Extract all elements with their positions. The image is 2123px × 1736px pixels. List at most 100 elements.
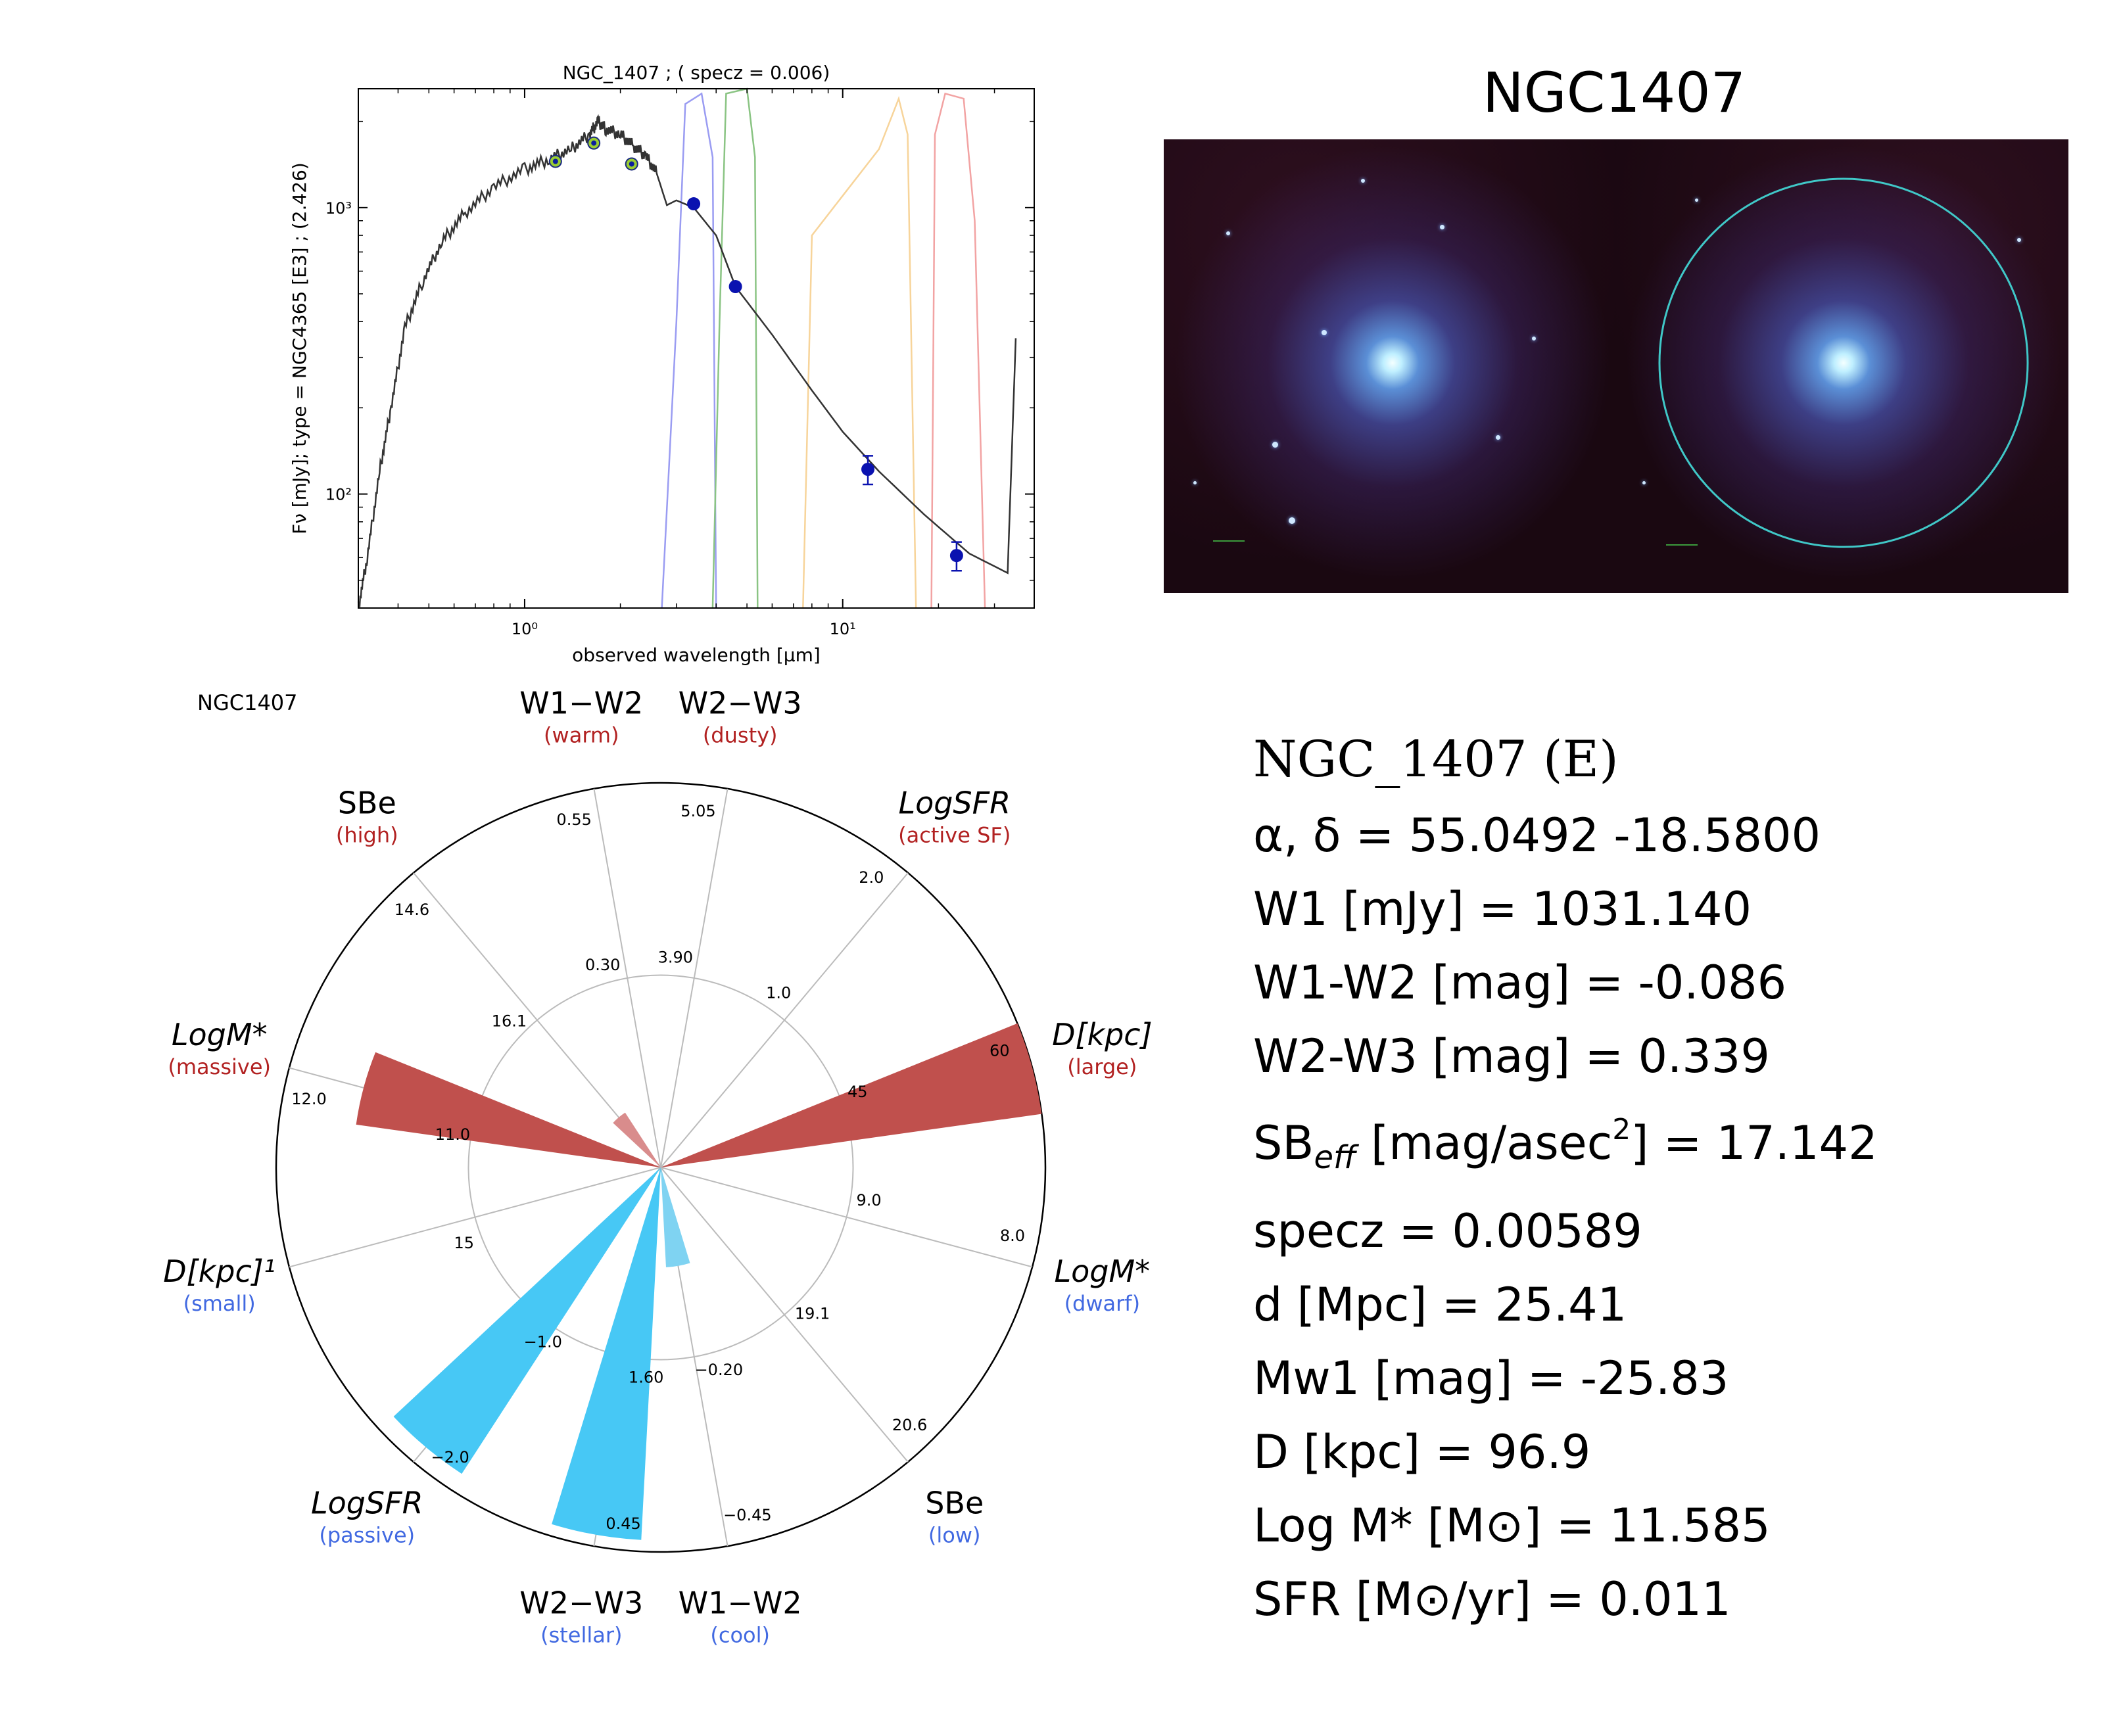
radar-axis-sublabel: (passive) <box>319 1522 415 1547</box>
radar-axis-sublabel: (cool) <box>710 1622 770 1647</box>
radar-axis-sublabel: (warm) <box>544 723 619 748</box>
radar-spoke <box>660 872 909 1168</box>
x-tick-label: 10¹ <box>830 620 856 638</box>
galaxy-image-left <box>1164 139 1616 593</box>
radar-spoke <box>660 788 728 1168</box>
radar-bar <box>613 1112 661 1167</box>
aperture-circle <box>1658 177 2029 548</box>
radar-spoke <box>593 788 661 1168</box>
info-radec: α, δ = 55.0492 -18.5800 <box>1253 809 1821 862</box>
sed-chart-title: NGC_1407 ; ( specz = 0.006) <box>563 62 830 83</box>
radar-outer-tick: 8.0 <box>1000 1227 1025 1245</box>
radar-outer-tick: 0.45 <box>606 1514 640 1533</box>
photometry-point <box>687 197 701 211</box>
radar-axis-sublabel: (large) <box>1067 1054 1137 1079</box>
radar-axis-sublabel: (dusty) <box>703 723 778 748</box>
radar-inner-tick: 0.30 <box>585 956 620 974</box>
info-specz: specz = 0.00589 <box>1253 1204 1642 1258</box>
scale-bar-left <box>1213 540 1245 542</box>
x-tick-label: 10⁰ <box>512 620 538 638</box>
radar-inner-tick: 45 <box>847 1083 868 1101</box>
photometry-point <box>728 279 742 293</box>
radar-spoke <box>289 1167 661 1268</box>
photometry-point-core <box>629 161 634 167</box>
radar-inner-tick: 1.60 <box>629 1369 663 1387</box>
sed-y-axis-label: Fν [mJy]; type = NGC4365 [E3] ; (2.426) <box>289 162 310 534</box>
info-diameter: D [kpc] = 96.9 <box>1253 1425 1591 1479</box>
galaxy-image-panel <box>1164 139 2068 593</box>
radar-axis-label: W2−W3 <box>519 1585 643 1620</box>
radar-axis-label: W2−W3 <box>679 686 802 721</box>
radar-axis-label: W1−W2 <box>679 1585 802 1620</box>
radar-axis-label: SBe <box>925 1485 984 1520</box>
radar-bar <box>552 1167 661 1540</box>
radar-inner-tick: 16.1 <box>492 1012 527 1030</box>
scale-bar-right <box>1666 544 1698 546</box>
radar-axis-label: LogM* <box>1054 1254 1150 1289</box>
radar-inner-tick: −1.0 <box>524 1333 562 1351</box>
radar-axis-label: D[kpc] <box>1052 1017 1152 1052</box>
info-w1: W1 [mJy] = 1031.140 <box>1253 882 1752 936</box>
radar-spoke <box>660 1167 1033 1268</box>
info-w1w2: W1-W2 [mag] = -0.086 <box>1253 956 1787 1010</box>
radar-bar <box>356 1052 661 1167</box>
radar-outer-tick: 12.0 <box>291 1090 326 1108</box>
radar-axis-label: LogSFR <box>311 1485 423 1520</box>
radar-axis-label: LogM* <box>172 1017 268 1052</box>
radar-axis-sublabel: (low) <box>928 1522 981 1547</box>
filter-curve-2 <box>802 95 917 609</box>
template-sed-line <box>357 114 1017 607</box>
photometry-point-core <box>552 158 558 164</box>
sed-plot-area: 10⁰ 10¹ 10² 10³ <box>325 87 1035 638</box>
radar-axis-label: LogSFR <box>898 786 1011 821</box>
image-title: NGC1407 <box>1482 60 1746 125</box>
y-tick-label: 10² <box>325 486 352 504</box>
radar-inner-tick: 1.0 <box>766 983 791 1002</box>
filter-curve-0 <box>661 92 717 609</box>
radar-axis-sublabel: (dwarf) <box>1064 1291 1140 1316</box>
radar-bar <box>393 1167 661 1474</box>
info-panel: NGC_1407 (E) α, δ = 55.0492 -18.5800 W1 … <box>1253 720 2108 1636</box>
radar-inner-tick: 15 <box>454 1234 475 1252</box>
info-sfr: SFR [M⊙/yr] = 0.011 <box>1253 1572 1731 1626</box>
radar-chart: NGC1407 0.300.55W1−W2(warm)3.905.05W2−W3… <box>163 686 1152 1648</box>
info-logmass: Log M* [M⊙] = 11.585 <box>1253 1499 1771 1553</box>
radar-inner-tick: −0.20 <box>695 1361 744 1379</box>
info-title: NGC_1407 (E) <box>1253 730 1619 788</box>
info-distance: d [Mpc] = 25.41 <box>1253 1278 1627 1332</box>
radar-inner-ring <box>467 974 854 1361</box>
filter-curve-1 <box>711 87 759 609</box>
radar-axis-label: W1−W2 <box>519 686 643 721</box>
info-mw1: Mw1 [mag] = -25.83 <box>1253 1351 1729 1405</box>
radar-outer-tick: 60 <box>990 1042 1010 1060</box>
radar-axis-sublabel: (active SF) <box>898 823 1011 848</box>
radar-outer-ring <box>275 782 1047 1553</box>
radar-outer-tick: 5.05 <box>680 802 715 820</box>
radar-axis-label: SBe <box>338 786 396 821</box>
radar-outer-tick: −2.0 <box>431 1448 469 1466</box>
sed-x-axis-label: observed wavelength [μm] <box>572 644 821 666</box>
radar-axis-sublabel: (small) <box>183 1291 256 1316</box>
radar-outer-tick: 2.0 <box>859 868 884 887</box>
radar-bar <box>661 1023 1042 1167</box>
radar-outer-tick: −0.45 <box>723 1506 772 1524</box>
filter-curve-3 <box>930 92 986 609</box>
radar-axis-sublabel: (massive) <box>168 1054 271 1079</box>
info-w2w3: W2-W3 [mag] = 0.339 <box>1253 1029 1770 1083</box>
radar-inner-tick: 11.0 <box>435 1125 470 1144</box>
sed-plot-frame <box>358 88 1035 609</box>
photometry-point-core <box>591 140 597 146</box>
galaxy-image-right <box>1616 139 2068 593</box>
info-sb: SBeff [mag/asec2] = 17.142 <box>1253 1113 1878 1176</box>
radar-inner-tick: 3.90 <box>658 948 693 966</box>
radar-inner-tick: 19.1 <box>795 1305 830 1323</box>
radar-inner-tick: 9.0 <box>856 1191 881 1209</box>
radar-title: NGC1407 <box>197 690 298 715</box>
sed-chart: NGC_1407 ; ( specz = 0.006) 10⁰ 10¹ 10² 10³… <box>289 62 1035 666</box>
radar-plot-area: 0.300.55W1−W2(warm)3.905.05W2−W3(dusty)1… <box>163 686 1152 1648</box>
radar-outer-tick: 20.6 <box>892 1416 927 1434</box>
y-tick-label: 10³ <box>325 199 352 218</box>
radar-bar <box>661 1167 690 1267</box>
radar-outer-tick: 0.55 <box>556 810 591 829</box>
